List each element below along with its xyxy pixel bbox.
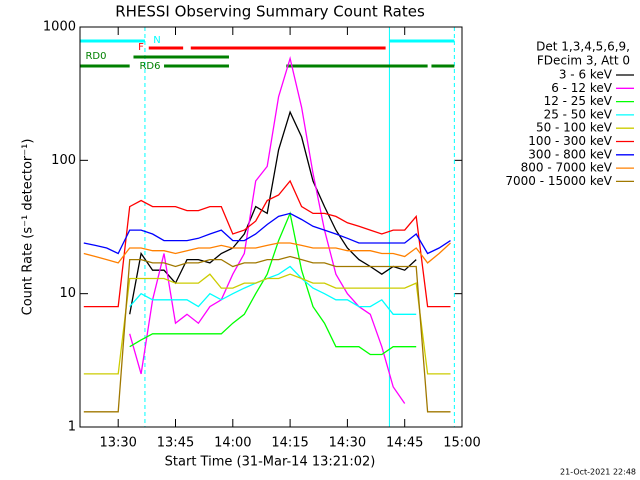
series-line [83,242,451,264]
legend-label: 800 - 7000 keV [521,161,613,175]
x-tick-label: 15:00 [443,436,480,451]
x-tick-label: 13:30 [99,436,136,451]
y-tick-label: 1 [68,420,76,435]
x-tick-label: 13:45 [157,436,194,451]
x-tick-label: 14:15 [271,436,308,451]
legend-label: 12 - 25 keV [544,94,613,108]
legend-label: 25 - 50 keV [544,107,613,121]
series-line [129,110,417,315]
legend-label: 6 - 12 keV [551,81,613,95]
legend-label: 300 - 800 keV [528,147,612,161]
flag-label: RD0 [85,51,106,62]
plot-frame [79,26,463,428]
legend-header: Det 1,3,4,5,6,9, [536,40,630,54]
series-line [83,255,451,413]
footer: 21-Oct-2021 22:48 [560,468,636,477]
flag-label: N [153,35,160,46]
series-line [129,211,417,356]
flag-label: RD6 [139,61,160,72]
x-tick-label: 14:45 [386,436,423,451]
x-axis-label: Start Time (31-Mar-14 13:21:02) [165,455,376,470]
y-axis-label: Count Rate (s⁻¹ detector⁻¹) [21,139,36,316]
legend-label: 100 - 300 keV [528,134,612,148]
x-tick-label: 14:00 [214,436,251,451]
y-tick-label: 1000 [43,20,76,35]
legend-header: FDecim 3, Att 0 [537,54,630,68]
series-line [83,212,451,255]
y-tick-label: 100 [51,153,76,168]
chart-title: RHESSI Observing Summary Count Rates [115,3,425,21]
legend-label: 3 - 6 keV [559,68,613,82]
y-tick-label: 10 [59,286,76,301]
x-tick-label: 14:30 [329,436,366,451]
series-line [83,179,451,308]
flag-label: F [138,42,144,53]
legend-label: 7000 - 15000 keV [505,174,612,188]
series-line [129,265,417,315]
legend-label: 50 - 100 keV [536,121,613,135]
series-line [83,273,451,375]
